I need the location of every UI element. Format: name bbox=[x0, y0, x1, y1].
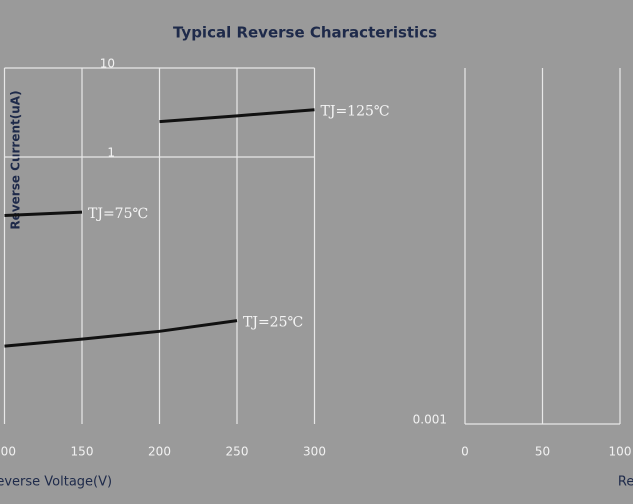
x-tick-label: 0 bbox=[461, 445, 469, 459]
y-axis-label: Reverse Current(uA) bbox=[9, 90, 23, 229]
series-label: TJ=125℃ bbox=[321, 104, 390, 120]
x-tick-label: 250 bbox=[226, 445, 249, 459]
chart-title: Typical Reverse Characteristics bbox=[173, 24, 437, 42]
x-tick-label: 150 bbox=[71, 445, 94, 459]
y-tick-label: 1 bbox=[107, 146, 115, 160]
x-axis-label: Reverse Voltage(V) bbox=[618, 475, 633, 490]
x-tick-label: 100 bbox=[609, 445, 632, 459]
series-label: TJ=75℃ bbox=[88, 206, 148, 222]
x-tick-label: 300 bbox=[303, 445, 326, 459]
x-tick-label: 200 bbox=[148, 445, 171, 459]
series-label: TJ=25℃ bbox=[243, 315, 303, 331]
y-tick-label: 10 bbox=[100, 57, 115, 71]
series-line bbox=[159, 108, 315, 124]
x-tick-label: 50 bbox=[535, 445, 550, 459]
x-tick-label: 100 bbox=[0, 445, 16, 459]
x-axis-label: Reverse Voltage(V) bbox=[0, 475, 112, 490]
y-tick-label: 0.001 bbox=[413, 413, 447, 427]
series-line bbox=[4, 210, 83, 218]
series-line bbox=[4, 319, 238, 348]
